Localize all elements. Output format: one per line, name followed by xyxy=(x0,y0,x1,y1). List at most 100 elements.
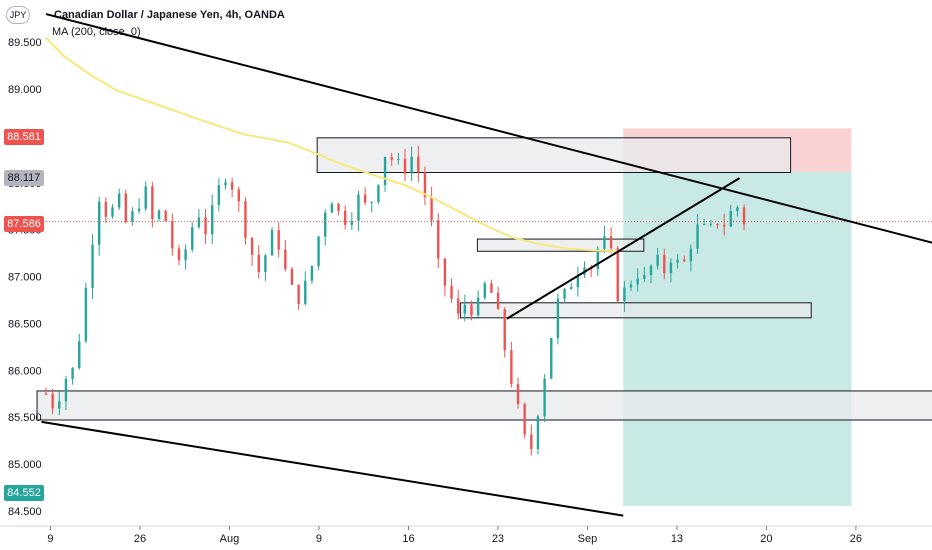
candle-body xyxy=(463,304,467,314)
candle-body xyxy=(117,193,121,208)
candle-body xyxy=(250,238,254,255)
candle-body xyxy=(616,248,619,302)
candle-body xyxy=(377,185,380,203)
candle-body xyxy=(417,156,420,173)
candle-body xyxy=(483,283,486,298)
candle-body xyxy=(171,221,174,249)
candle-body xyxy=(383,157,387,186)
candle-body xyxy=(430,197,433,221)
x-tick-label: 9 xyxy=(47,533,53,545)
y-tick-label: 89.000 xyxy=(8,84,42,96)
candle-body xyxy=(623,287,626,302)
candle-body xyxy=(124,193,127,222)
candle-body xyxy=(443,258,447,286)
candle-body xyxy=(563,289,566,299)
candle-body xyxy=(184,249,187,261)
candle-body xyxy=(696,224,699,249)
candle-body xyxy=(530,434,533,449)
candle-body xyxy=(516,384,520,405)
candle-body xyxy=(71,367,74,380)
candle-body xyxy=(496,292,500,310)
y-tick-label: 85.500 xyxy=(8,412,42,424)
chart-header: JPY Canadian Dollar / Japanese Yen, 4h, … xyxy=(6,6,285,24)
x-tick-label: 16 xyxy=(402,533,414,545)
candle-body xyxy=(324,212,327,237)
candle-body xyxy=(131,211,134,222)
candle-body xyxy=(543,378,546,417)
candle-body xyxy=(224,182,227,186)
candle-body xyxy=(144,186,147,209)
candle-body xyxy=(423,172,427,198)
candle-body xyxy=(204,217,207,235)
candle-body xyxy=(609,236,613,249)
ma-200-line xyxy=(45,36,619,253)
candle-body xyxy=(330,203,334,213)
chart-title: Canadian Dollar / Japanese Yen, 4h, OAND… xyxy=(54,9,285,21)
x-tick-label: 26 xyxy=(850,533,862,545)
candle-body xyxy=(310,265,314,281)
candle-body xyxy=(277,230,280,250)
indicator-label[interactable]: MA (200, close, 0) xyxy=(52,26,141,38)
candle-body xyxy=(151,186,154,219)
trendline-1 xyxy=(45,13,932,244)
candle-body xyxy=(676,259,679,263)
candle-body xyxy=(397,158,400,160)
entry-price-tag: 88.117 xyxy=(4,170,44,186)
trendline-2 xyxy=(41,420,624,517)
candle-body xyxy=(104,201,108,217)
candle-body xyxy=(523,404,526,435)
candle-body xyxy=(390,157,393,160)
stop-price-tag: 88.581 xyxy=(4,129,44,145)
candle-body xyxy=(550,338,553,379)
candle-body xyxy=(643,275,646,279)
candle-body xyxy=(716,223,719,225)
candle-body xyxy=(58,401,61,409)
candle-body xyxy=(217,185,221,206)
candle-body xyxy=(91,244,94,289)
candle-body xyxy=(629,284,633,288)
x-tick-label: Sep xyxy=(578,533,598,545)
x-tick-label: 9 xyxy=(316,533,322,545)
trendline-3 xyxy=(506,177,741,320)
candle-body xyxy=(709,223,713,225)
candle-body xyxy=(84,288,88,342)
candle-body xyxy=(649,265,653,276)
candle-body xyxy=(510,350,513,385)
candle-body xyxy=(729,211,732,227)
currency-badge[interactable]: JPY xyxy=(6,6,30,24)
candle-body xyxy=(317,236,320,266)
candle-body xyxy=(570,287,573,290)
target-price-tag: 84.552 xyxy=(4,485,44,501)
candle-body xyxy=(44,393,48,395)
candle-body xyxy=(363,194,367,203)
candle-body xyxy=(270,230,274,256)
candle-body xyxy=(503,309,506,351)
candle-body xyxy=(470,304,473,316)
candle-body xyxy=(742,207,746,225)
candle-body xyxy=(304,280,307,304)
candle-body xyxy=(177,248,181,261)
candle-body xyxy=(350,220,354,225)
candle-body xyxy=(157,210,161,219)
candle-body xyxy=(51,393,54,409)
candle-body xyxy=(64,379,68,402)
x-tick-label: 26 xyxy=(134,533,146,545)
candle-body xyxy=(689,248,693,262)
profit-zone xyxy=(623,171,852,507)
candle-body xyxy=(683,259,686,262)
candle-body xyxy=(410,156,413,174)
y-tick-label: 86.500 xyxy=(8,318,42,330)
candle-body xyxy=(137,208,141,212)
candle-body xyxy=(669,262,673,274)
support-resistance-zone-2 xyxy=(476,238,645,252)
support-resistance-zone-1 xyxy=(316,137,792,173)
candle-body xyxy=(476,297,480,316)
x-tick-label: Aug xyxy=(220,533,240,545)
candle-body xyxy=(97,201,101,245)
candle-body xyxy=(556,298,560,339)
candle-body xyxy=(211,205,214,235)
zones-layer xyxy=(36,128,932,507)
candles-layer xyxy=(44,145,746,456)
candle-body xyxy=(456,298,460,314)
